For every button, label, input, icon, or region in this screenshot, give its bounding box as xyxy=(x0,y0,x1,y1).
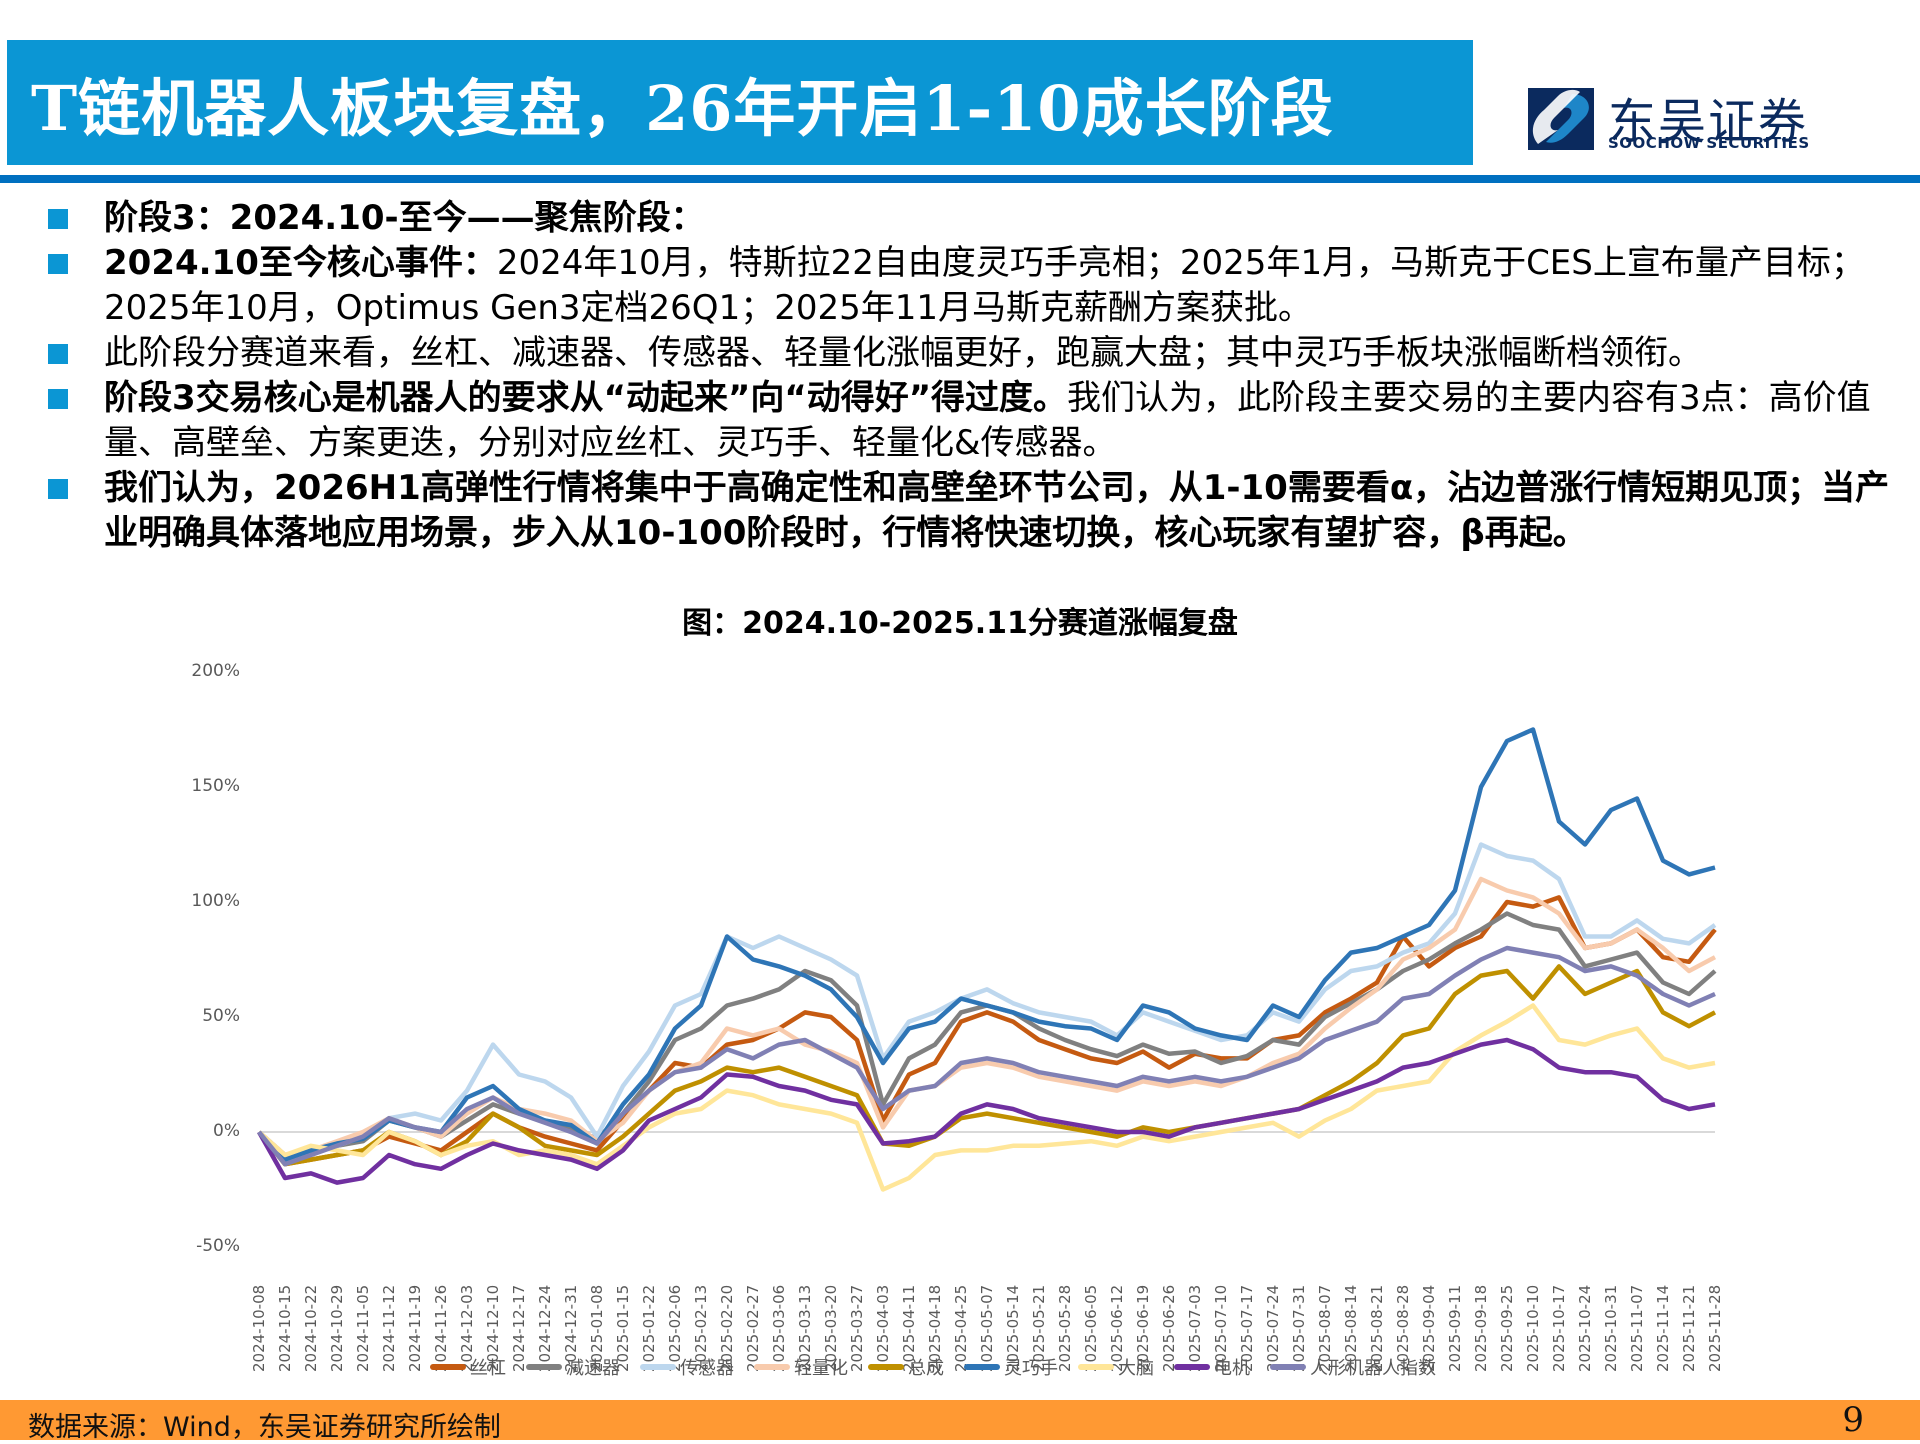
legend-item: 人形机器人指数 xyxy=(1270,1354,1436,1380)
page-number: 9 xyxy=(1842,1400,1864,1440)
bullet-item: 我们认为，2026H1高弹性行情将集中于高确定性和高壁垒环节公司，从1-10需要… xyxy=(46,466,1906,556)
bullet-square-icon xyxy=(48,479,68,499)
series-line xyxy=(257,895,1717,1167)
bullet-bold-text: 2024.10至今核心事件： xyxy=(104,243,497,283)
series-line xyxy=(257,1003,1716,1192)
legend-item: 总成 xyxy=(868,1354,944,1380)
y-tick-label: -50% xyxy=(196,1236,240,1256)
bullet-item: 阶段3：2024.10-至今——聚焦阶段： xyxy=(46,196,1906,241)
legend-label: 传感器 xyxy=(680,1358,734,1379)
legend-label: 减速器 xyxy=(566,1358,620,1379)
x-tick-label: 2024-10-22 xyxy=(302,1284,320,1372)
series-line xyxy=(257,945,1716,1167)
legend-item: 轻量化 xyxy=(754,1354,848,1380)
bullet-list: 阶段3：2024.10-至今——聚焦阶段： 2024.10至今核心事件：2024… xyxy=(46,196,1906,556)
y-tick-label: 150% xyxy=(191,776,240,796)
legend-label: 轻量化 xyxy=(794,1358,848,1379)
legend-label: 总成 xyxy=(908,1358,944,1379)
bullet-item: 阶段3交易核心是机器人的要求从“动起来”向“动得好”得过度。我们认为，此阶段主要… xyxy=(46,376,1906,466)
bullet-text: 我们认为，此阶段主要交易的主要内容有3点：高价值量、高壁垒、方案更迭，分别对应丝… xyxy=(104,378,1871,463)
footer-bar: 数据来源：Wind，东吴证券研究所绘制 9 xyxy=(0,1400,1920,1443)
bullet-bold-text: 我们认为，2026H1高弹性行情将集中于高确定性和高壁垒环节公司，从1-10需要… xyxy=(104,468,1890,553)
bullet-item: 此阶段分赛道来看，丝杠、减速器、传感器、轻量化涨幅更好，跑赢大盘；其中灵巧手板块… xyxy=(46,331,1906,376)
legend-label: 灵巧手 xyxy=(1004,1358,1058,1379)
x-tick-label: 2025-11-07 xyxy=(1628,1284,1646,1372)
x-tick-label: 2024-11-19 xyxy=(406,1284,424,1372)
soochow-logo-icon xyxy=(1528,88,1594,150)
bullet-item: 2024.10至今核心事件：2024年10月，特斯拉22自由度灵巧手亮相；202… xyxy=(46,241,1906,331)
bullet-square-icon xyxy=(48,344,68,364)
series-line xyxy=(257,964,1717,1167)
legend-swatch-icon xyxy=(754,1364,790,1370)
legend-item: 灵巧手 xyxy=(964,1354,1058,1380)
legend-swatch-icon xyxy=(526,1364,562,1370)
page-title: T链机器人板块复盘，26年开启1-10成长阶段 xyxy=(31,72,1334,145)
legend-item: 传感器 xyxy=(640,1354,734,1380)
legend-swatch-icon xyxy=(1078,1364,1114,1370)
y-tick-label: 200% xyxy=(191,661,240,681)
x-tick-label: 2025-10-24 xyxy=(1576,1284,1594,1372)
logo-chinese-name: 东吴证券 xyxy=(1608,94,1809,150)
x-tick-label: 2025-11-21 xyxy=(1680,1284,1698,1372)
series-line xyxy=(257,1037,1716,1185)
legend-swatch-icon xyxy=(868,1364,904,1370)
legend-label: 大脑 xyxy=(1118,1358,1154,1379)
series-line xyxy=(257,911,1717,1158)
x-tick-label: 2025-10-17 xyxy=(1550,1284,1568,1372)
x-tick-label: 2025-11-14 xyxy=(1654,1284,1672,1372)
legend-swatch-icon xyxy=(640,1364,676,1370)
bullet-text: 2024年10月，特斯拉22自由度灵巧手亮相；2025年1月，马斯克于CES上宣… xyxy=(104,243,1865,328)
company-logo: 东吴证券 SOOCHOW SECURITIES xyxy=(1528,88,1828,154)
x-tick-label: 2024-11-05 xyxy=(354,1284,372,1372)
x-tick-label: 2025-11-28 xyxy=(1706,1284,1724,1372)
chart-title: 图：2024.10-2025.11分赛道涨幅复盘 xyxy=(682,606,1238,641)
legend-swatch-icon xyxy=(1270,1364,1306,1370)
series-line xyxy=(257,842,1717,1162)
legend-item: 大脑 xyxy=(1078,1354,1154,1380)
bullet-bold-text: 阶段3：2024.10-至今——聚焦阶段： xyxy=(104,198,705,238)
x-tick-label: 2025-09-25 xyxy=(1498,1284,1516,1372)
legend-label: 人形机器人指数 xyxy=(1310,1358,1436,1379)
x-tick-label: 2024-10-08 xyxy=(250,1284,268,1372)
bullet-square-icon xyxy=(48,254,68,274)
data-source-note: 数据来源：Wind，东吴证券研究所绘制 xyxy=(28,1412,501,1443)
x-tick-label: 2025-09-11 xyxy=(1446,1284,1464,1372)
bullet-square-icon xyxy=(48,209,68,229)
x-tick-label: 2024-11-12 xyxy=(380,1284,398,1372)
legend-swatch-icon xyxy=(964,1364,1000,1370)
logo-english-name: SOOCHOW SECURITIES xyxy=(1608,134,1810,152)
y-tick-label: 50% xyxy=(202,1006,240,1026)
legend-item: 减速器 xyxy=(526,1354,620,1380)
legend-swatch-icon xyxy=(430,1364,466,1370)
header-rule xyxy=(0,175,1920,183)
y-tick-label: 100% xyxy=(191,891,240,911)
x-tick-label: 2025-09-18 xyxy=(1472,1284,1490,1372)
x-tick-label: 2024-10-29 xyxy=(328,1284,346,1372)
x-tick-label: 2025-10-10 xyxy=(1524,1284,1542,1372)
legend-item: 电机 xyxy=(1174,1354,1250,1380)
legend-swatch-icon xyxy=(1174,1364,1210,1370)
x-tick-label: 2025-10-31 xyxy=(1602,1284,1620,1372)
chart-legend: 丝杠 减速器 传感器 轻量化 总成 灵巧手 大脑 电机 人形机器人指数 xyxy=(430,1354,1436,1380)
legend-label: 丝杠 xyxy=(470,1358,506,1379)
bullet-bold-text: 阶段3交易核心是机器人的要求从“动起来”向“动得好”得过度。 xyxy=(104,378,1068,418)
legend-label: 电机 xyxy=(1214,1358,1250,1379)
bullet-text: 此阶段分赛道来看，丝杠、减速器、传感器、轻量化涨幅更好，跑赢大盘；其中灵巧手板块… xyxy=(104,333,1702,373)
x-tick-label: 2024-10-15 xyxy=(276,1284,294,1372)
y-tick-label: 0% xyxy=(213,1121,240,1141)
title-banner: T链机器人板块复盘，26年开启1-10成长阶段 xyxy=(7,40,1473,165)
bullet-square-icon xyxy=(48,389,68,409)
series-line xyxy=(257,727,1716,1162)
legend-item: 丝杠 xyxy=(430,1354,506,1380)
